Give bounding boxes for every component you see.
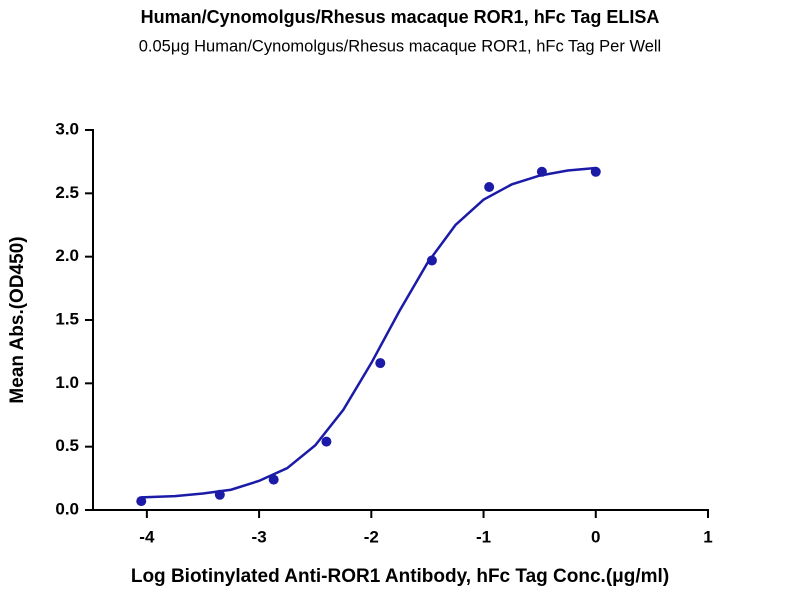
chart-subtitle: 0.05μg Human/Cynomolgus/Rhesus macaque R…: [139, 37, 661, 55]
data-point: [375, 358, 386, 369]
y-tick-label: 0.5: [55, 436, 79, 455]
y-tick-label: 1.0: [55, 373, 79, 392]
x-tick-label: -2: [364, 527, 379, 546]
x-axis-label: Log Biotinylated Anti-ROR1 Antibody, hFc…: [131, 566, 669, 587]
data-point: [214, 489, 225, 500]
fit-curve: [141, 166, 596, 499]
data-point: [426, 255, 437, 266]
x-tick-label: -4: [139, 527, 155, 546]
data-point: [136, 496, 147, 507]
y-axis-label: Mean Abs.(OD450): [7, 236, 28, 403]
y-tick-label: 2.0: [55, 246, 79, 265]
y-tick-label: 2.5: [55, 183, 79, 202]
chart-title: Human/Cynomolgus/Rhesus macaque ROR1, hF…: [141, 7, 660, 27]
y-tick-label: 0.0: [55, 499, 79, 518]
data-point: [484, 182, 495, 192]
x-tick-label: 1: [703, 527, 712, 546]
data-point: [268, 474, 279, 485]
x-tick-label: -3: [252, 527, 267, 546]
y-tick-label: 1.5: [55, 309, 79, 328]
data-point: [536, 166, 547, 177]
data-point: [321, 436, 332, 447]
data-point: [590, 166, 601, 177]
y-tick-label: 3.0: [55, 119, 79, 138]
x-tick-label: 0: [591, 527, 600, 546]
x-tick-label: -1: [476, 527, 491, 546]
